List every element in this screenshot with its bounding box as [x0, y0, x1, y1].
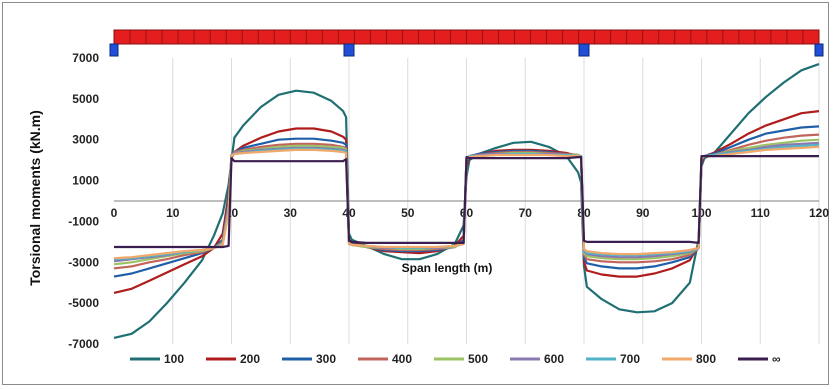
support-bearing — [109, 43, 119, 57]
x-axis-title: Span length (m) — [402, 261, 493, 275]
legend-label: 200 — [240, 352, 260, 366]
legend-item: 100 — [130, 352, 184, 366]
legend-item: 600 — [510, 352, 564, 366]
x-tick-label: 60 — [460, 206, 474, 220]
x-tick-label: 80 — [577, 206, 591, 220]
x-tick-label: 30 — [284, 206, 298, 220]
legend-label: 100 — [164, 352, 184, 366]
legend-item: 700 — [586, 352, 640, 366]
x-tick-label: 70 — [519, 206, 533, 220]
legend-label: 600 — [544, 352, 564, 366]
y-tick-label: 7000 — [72, 51, 99, 65]
support-bearing — [578, 43, 590, 57]
y-tick-label: -1000 — [68, 214, 99, 228]
x-tick-label: 0 — [111, 206, 118, 220]
legend-label: ∞ — [772, 352, 781, 366]
x-tick-label: 110 — [751, 206, 771, 220]
beam-diagram — [109, 29, 824, 57]
y-tick-label: -7000 — [68, 337, 99, 351]
y-tick-label: -3000 — [68, 255, 99, 269]
y-tick-label: 1000 — [72, 174, 99, 188]
vertical-gridlines — [114, 58, 820, 344]
series-lines — [113, 63, 820, 339]
legend-label: 300 — [316, 352, 336, 366]
x-tick-label: 50 — [401, 206, 415, 220]
y-tick-label: -5000 — [68, 296, 99, 310]
x-axis-ticks: 0 10 20 30 40 50 60 70 80 90 100 110 120 — [111, 206, 830, 220]
series-line-∞ — [114, 155, 819, 249]
y-axis-title: Torsional moments (kN.m) — [27, 110, 43, 286]
chart-frame — [2, 2, 829, 385]
y-tick-label: 5000 — [72, 92, 99, 106]
legend-item: 500 — [434, 352, 488, 366]
legend-item: 300 — [282, 352, 336, 366]
x-tick-label: 90 — [636, 206, 650, 220]
support-bearing — [814, 43, 824, 57]
y-tick-label: 3000 — [72, 133, 99, 147]
x-tick-label: 120 — [809, 206, 829, 220]
legend-label: 500 — [468, 352, 488, 366]
legend-item: 200 — [206, 352, 260, 366]
legend-label: 800 — [696, 352, 716, 366]
x-tick-label: 100 — [691, 206, 711, 220]
x-tick-label: 10 — [166, 206, 180, 220]
legend-label: 400 — [392, 352, 412, 366]
legend-item: 800 — [662, 352, 716, 366]
legend-item: ∞ — [738, 352, 781, 366]
y-axis-ticks: 7000 5000 3000 1000 -1000 -3000 -5000 -7000 — [68, 51, 99, 351]
support-bearing — [343, 43, 355, 57]
legend: 100 200 300 400 500 600 700 800 ∞ — [130, 352, 781, 366]
legend-label: 700 — [620, 352, 640, 366]
legend-item: 400 — [358, 352, 412, 366]
